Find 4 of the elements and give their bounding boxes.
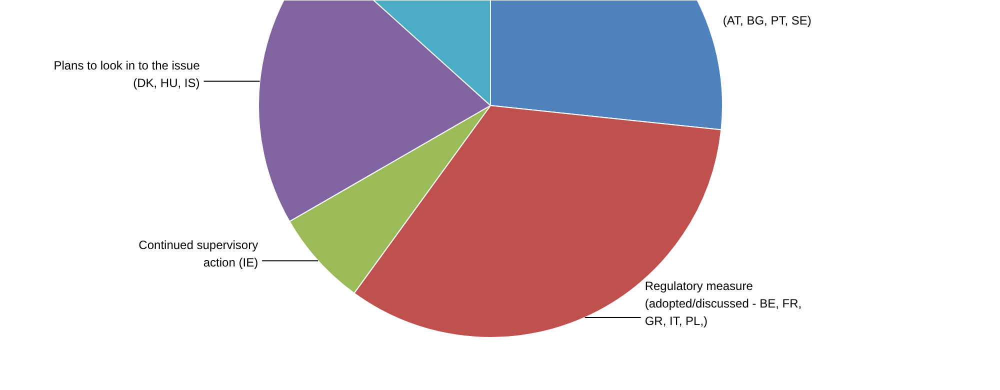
slice-label: Continued supervisory action (IE)	[138, 238, 258, 270]
slice-label: Plans to look in to the issue (DK, HU, IS)	[54, 58, 200, 90]
slice-label: Regulatory measure (adopted/discussed - BE, FR, GR, IT, PL,)	[644, 278, 802, 328]
slice-label: (AT, BG, PT, SE)	[722, 14, 812, 28]
